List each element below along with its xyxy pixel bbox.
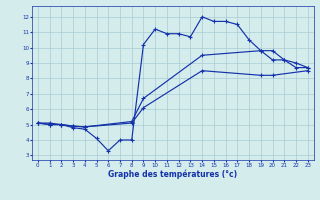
X-axis label: Graphe des températures (°c): Graphe des températures (°c)	[108, 169, 237, 179]
